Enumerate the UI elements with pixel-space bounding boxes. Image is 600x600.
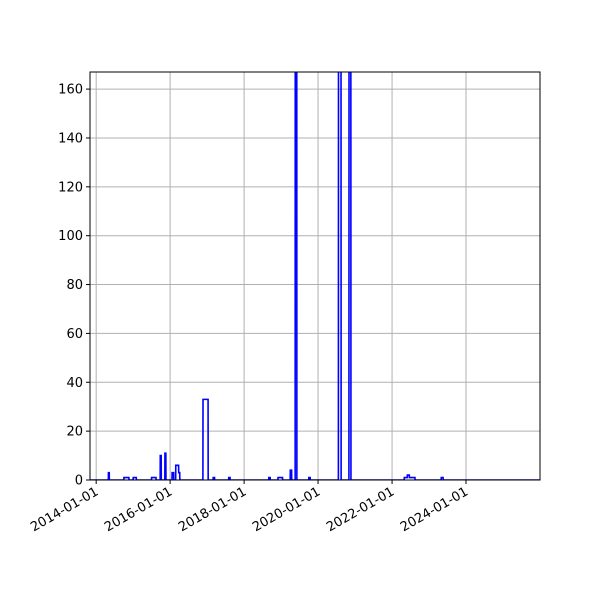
plot-frame [89, 71, 541, 481]
y-tick-label: 40 [66, 376, 83, 391]
y-tick-label: 100 [58, 229, 83, 244]
y-tick-label: 160 [58, 83, 83, 98]
y-tick-label: 80 [66, 278, 83, 293]
series-line-1 [90, 72, 540, 480]
grid [90, 72, 540, 481]
x-axis: 2014-01-01 2016-01-01 2018-01-01 2020-01-01… [28, 480, 471, 535]
y-tick-label: 0 [75, 474, 83, 489]
x-tick-label: 2024-01-01 [398, 484, 471, 535]
x-tick-label: 2016-01-01 [102, 484, 175, 535]
y-axis: 0 20 40 60 80 100 120 140 160 [58, 83, 90, 489]
y-tick-label: 120 [58, 180, 83, 195]
series-layer [90, 72, 540, 480]
x-tick-label: 2022-01-01 [324, 484, 397, 535]
y-tick-label: 20 [66, 425, 83, 440]
x-tick-label: 2014-01-01 [28, 484, 101, 535]
x-tick-label: 2020-01-01 [250, 484, 323, 535]
y-tick-label: 140 [58, 131, 83, 146]
x-tick-label: 2018-01-01 [176, 484, 249, 535]
y-tick-label: 60 [66, 327, 83, 342]
